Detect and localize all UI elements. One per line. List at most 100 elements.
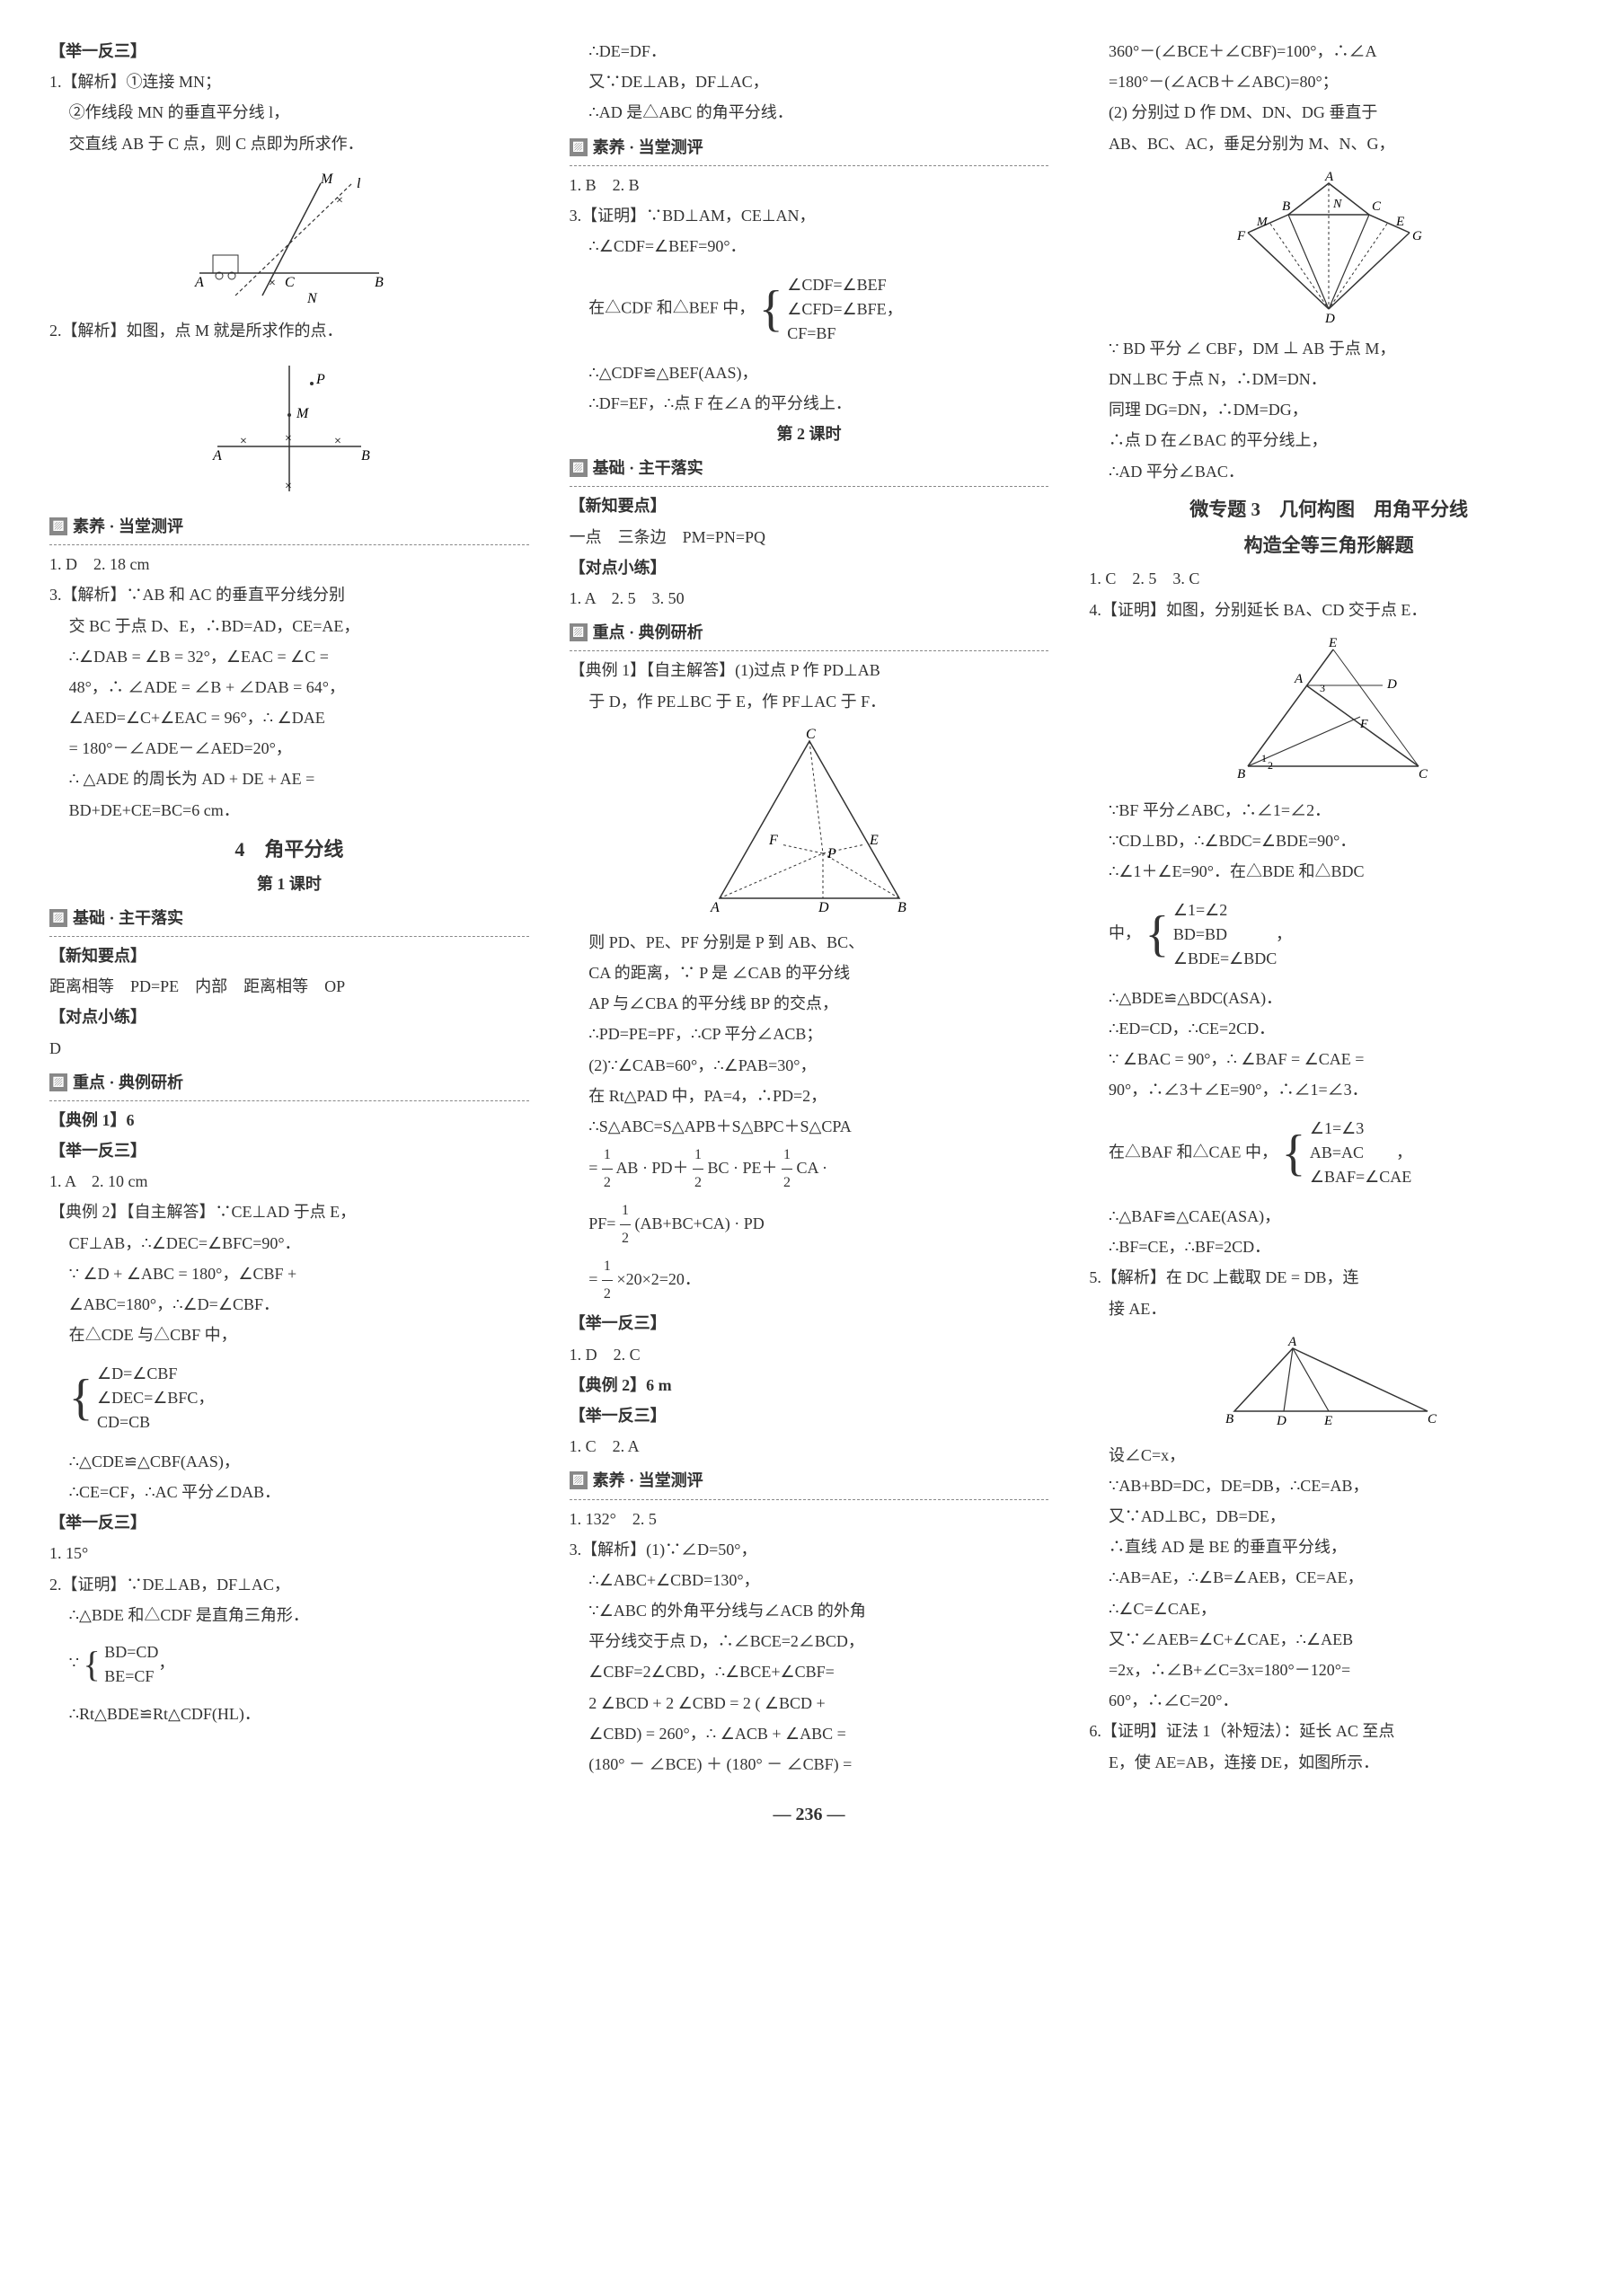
- text: AB、BC、AC，垂足分别为 M、N、G，: [1089, 128, 1569, 159]
- svg-text:M: M: [320, 172, 334, 187]
- svg-text:F: F: [1236, 229, 1246, 243]
- section-zhongdian: ▨ 重点 · 典例研析: [49, 1067, 529, 1101]
- svg-text:C: C: [1428, 1412, 1437, 1426]
- text: 则 PD、PE、PF 分别是 P 到 AB、BC、: [570, 927, 1049, 958]
- text: ∠AED=∠C+∠EAC = 96°，∴ ∠DAE: [49, 702, 529, 733]
- text: ∴∠C=∠CAE，: [1089, 1594, 1569, 1624]
- diagram-4: A B C N M F E G D: [1089, 170, 1569, 322]
- svg-text:1: 1: [1261, 752, 1267, 764]
- svg-text:C: C: [285, 275, 295, 290]
- text: ∴DF=EF，∴点 F 在∠A 的平分线上．: [570, 388, 1049, 419]
- text: CA 的距离，∵ P 是 ∠CAB 的平分线: [570, 958, 1049, 988]
- section-badge-icon: ▨: [570, 459, 588, 477]
- text: =180°－(∠ACB＋∠ABC)=80°；: [1089, 66, 1569, 97]
- svg-text:2: 2: [1268, 759, 1273, 772]
- text: ∴△BAF≌△CAE(ASA)，: [1089, 1201, 1569, 1232]
- svg-text:B: B: [361, 448, 370, 464]
- heading-juyifansan: 【举一反三】: [49, 36, 529, 66]
- text: ∠ABC=180°，∴∠D=∠CBF．: [49, 1289, 529, 1320]
- sub-heading: 【举一反三】: [570, 1400, 1049, 1431]
- math-brace-block: { ∠D=∠CBF ∠DEC=∠BFC， CD=CB: [49, 1350, 529, 1445]
- sub-heading: 【举一反三】: [49, 1135, 529, 1166]
- text: 5.【解析】在 DC 上截取 DE = DB，连: [1089, 1262, 1569, 1293]
- text: ∵ ∠D + ∠ABC = 180°，∠CBF +: [49, 1258, 529, 1289]
- text: 2 ∠BCD + 2 ∠CBD = 2 ( ∠BCD +: [570, 1688, 1049, 1718]
- svg-text:D: D: [818, 900, 829, 915]
- text: 6.【证明】证法 1（补短法）：延长 AC 至点: [1089, 1716, 1569, 1746]
- text: 在 Rt△PAD 中，PA=4，∴PD=2，: [570, 1081, 1049, 1111]
- text: ∴△BDE 和△CDF 是直角三角形．: [49, 1600, 529, 1630]
- svg-text:D: D: [1386, 677, 1397, 692]
- text: ∠CBF=2∠CBD，∴∠BCE+∠CBF=: [570, 1656, 1049, 1687]
- sub-heading: 【典例 2】6 m: [570, 1370, 1049, 1400]
- text: D: [49, 1033, 529, 1064]
- text: CF⊥AB，∴∠DEC=∠BFC=90°．: [49, 1228, 529, 1258]
- answer: 1. D 2. 18 cm: [49, 549, 529, 579]
- section-zhongdian: ▨ 重点 · 典例研析: [570, 617, 1049, 651]
- answer: 1. C 2. A: [570, 1431, 1049, 1461]
- column-3: 360°－(∠BCE＋∠CBF)=100°，∴∠A =180°－(∠ACB＋∠A…: [1089, 36, 1569, 1779]
- section-jichu: ▨ 基础 · 主干落实: [570, 453, 1049, 487]
- section-badge-icon: ▨: [49, 517, 67, 535]
- text: ∴S△ABC=S△APB＋S△BPC＋S△CPA: [570, 1111, 1049, 1142]
- svg-text:A: A: [1294, 672, 1304, 686]
- chapter-title: 4 角平分线: [49, 831, 529, 869]
- text: 又∵AD⊥BC，DB=DE，: [1089, 1501, 1569, 1532]
- text: ∴BF=CE，∴BF=2CD．: [1089, 1232, 1569, 1262]
- text: 48°，∴ ∠ADE = ∠B + ∠DAB = 64°，: [49, 672, 529, 702]
- text: (2) 分别过 D 作 DM、DN、DG 垂直于: [1089, 97, 1569, 128]
- svg-text:l: l: [357, 176, 361, 191]
- text: 在△CDE 与△CBF 中，: [49, 1320, 529, 1350]
- text: ∴∠ABC+∠CBD=130°，: [570, 1565, 1049, 1595]
- answer: 1. D 2. C: [570, 1339, 1049, 1370]
- answer: 1. B 2. B: [570, 170, 1049, 200]
- text: ∴AD 是△ABC 的角平分线．: [570, 97, 1049, 128]
- svg-text:F: F: [1359, 718, 1368, 731]
- math-brace-block: 在△BAF 和△CAE 中， { ∠1=∠3 AB=AC ， ∠BAF=∠CAE: [1089, 1106, 1569, 1201]
- svg-text:B: B: [375, 275, 384, 290]
- text: ∴AB=AE，∴∠B=∠AEB，CE=AE，: [1089, 1562, 1569, 1593]
- text: (180° － ∠BCE) ＋ (180° － ∠CBF) =: [570, 1749, 1049, 1779]
- text: ∴△BDE≌△BDC(ASA)．: [1089, 983, 1569, 1013]
- svg-text:M: M: [296, 406, 310, 421]
- svg-text:×: ×: [285, 432, 292, 446]
- text: ∵BF 平分∠ABC，∴∠1=∠2．: [1089, 795, 1569, 826]
- text: 【典例 1】【自主解答】(1)过点 P 作 PD⊥AB: [570, 655, 1049, 685]
- svg-text:N: N: [1332, 198, 1342, 211]
- sub-heading: 【对点小练】: [49, 1002, 529, 1032]
- svg-text:C: C: [1419, 767, 1428, 782]
- answer: 1. 132° 2. 5: [570, 1504, 1049, 1534]
- text: 3.【解析】(1)∵∠D=50°，: [570, 1534, 1049, 1565]
- svg-text:×: ×: [240, 435, 247, 448]
- svg-text:A: A: [1324, 170, 1334, 184]
- column-2: ∴DE=DF． 又∵DE⊥AB，DF⊥AC， ∴AD 是△ABC 的角平分线． …: [570, 36, 1049, 1779]
- svg-text:C: C: [1372, 199, 1382, 214]
- text: 一点 三条边 PM=PN=PQ: [570, 522, 1049, 552]
- svg-text:A: A: [212, 448, 222, 464]
- svg-text:F: F: [768, 833, 778, 848]
- text: ∴△CDE≌△CBF(AAS)，: [49, 1446, 529, 1477]
- svg-text:N: N: [306, 291, 318, 305]
- subtitle: 第 2 课时: [570, 419, 1049, 449]
- text: ∴∠CDF=∠BEF=90°．: [570, 231, 1049, 261]
- text: 1.【解析】①连接 MN；: [49, 66, 529, 97]
- text: 2.【证明】∵DE⊥AB，DF⊥AC，: [49, 1569, 529, 1600]
- answer: 1. A 2. 5 3. 50: [570, 583, 1049, 614]
- diagram-5: E A D B F C 1 2 3: [1089, 636, 1569, 784]
- text: ∴直线 AD 是 BE 的垂直平分线，: [1089, 1532, 1569, 1562]
- text: 60°，∴∠C=20°．: [1089, 1685, 1569, 1716]
- text: ∴DE=DF．: [570, 36, 1049, 66]
- text: 于 D，作 PE⊥BC 于 E，作 PF⊥AC 于 F．: [570, 686, 1049, 717]
- text: 平分线交于点 D，∴∠BCE=2∠BCD，: [570, 1626, 1049, 1656]
- svg-text:A: A: [194, 275, 204, 290]
- svg-text:E: E: [1323, 1414, 1332, 1428]
- section-badge-icon: ▨: [570, 1471, 588, 1489]
- sub-heading: 【典例 1】6: [49, 1105, 529, 1135]
- sub-heading: 【新知要点】: [49, 940, 529, 971]
- text: ∴△CDF≌△BEF(AAS)，: [570, 358, 1049, 388]
- section-suyang-dangtang: ▨ 素养 · 当堂测评: [570, 132, 1049, 166]
- text: PF= 12 (AB+BC+CA) · PD: [570, 1197, 1049, 1253]
- text: =2x，∴∠B+∠C=3x=180°－120°=: [1089, 1655, 1569, 1685]
- section-suyang-dangtang: ▨ 素养 · 当堂测评: [49, 511, 529, 545]
- micro-topic-title: 微专题 3 几何构图 用角平分线: [1089, 492, 1569, 528]
